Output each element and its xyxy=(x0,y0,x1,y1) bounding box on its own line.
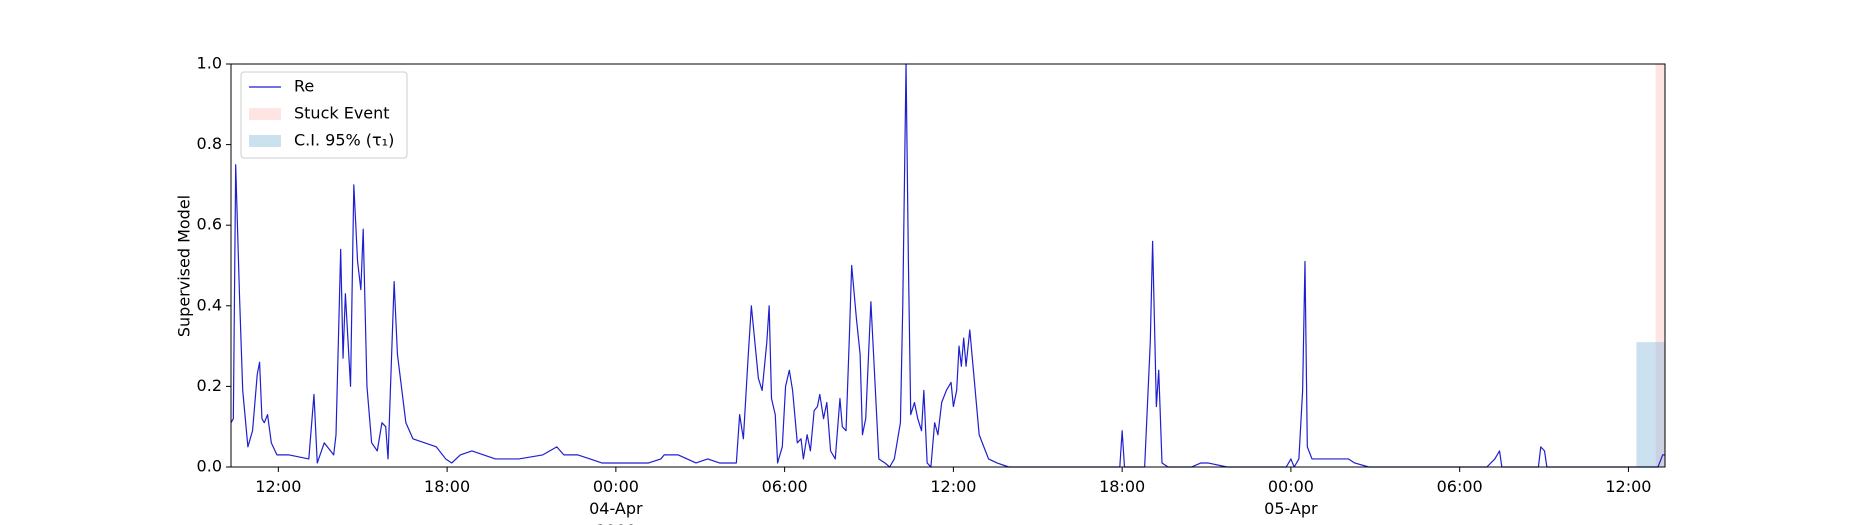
legend-label: C.I. 95% (τ₁) xyxy=(294,131,394,150)
legend-label: Stuck Event xyxy=(294,104,390,123)
x-tick-label: 18:00 xyxy=(1099,477,1145,496)
y-axis-label: Supervised Model xyxy=(175,195,194,337)
y-tick-label: 0.2 xyxy=(197,376,222,395)
legend: Re Stuck Event C.I. 95% (τ₁) xyxy=(240,71,408,159)
span xyxy=(1636,342,1665,467)
y-tick-label: 0.0 xyxy=(197,457,222,476)
plot-frame xyxy=(230,63,1666,468)
span xyxy=(1655,64,1665,467)
data-line xyxy=(230,63,1665,468)
legend-swatch xyxy=(249,108,281,120)
legend-frame xyxy=(240,71,408,159)
x-tick-label: 18:00 xyxy=(424,477,470,496)
legend-swatch xyxy=(249,135,281,147)
y-tick-label: 0.8 xyxy=(197,134,222,153)
legend-label: Re xyxy=(294,77,314,96)
x-tick-label: 12:00 xyxy=(255,477,301,496)
y-tick-label: 0.4 xyxy=(197,295,222,314)
x-tick-label: 12:00 xyxy=(930,477,976,496)
x-tick-label: 12:00 xyxy=(1605,477,1651,496)
x-tick-label: 06:00 xyxy=(762,477,808,496)
x-tick-label: 06:00 xyxy=(1437,477,1483,496)
y-tick-label: 0.6 xyxy=(197,215,222,234)
x-tick-label: 00:00 05-Apr xyxy=(1264,477,1318,518)
y-tick-label: 1.0 xyxy=(197,54,222,73)
